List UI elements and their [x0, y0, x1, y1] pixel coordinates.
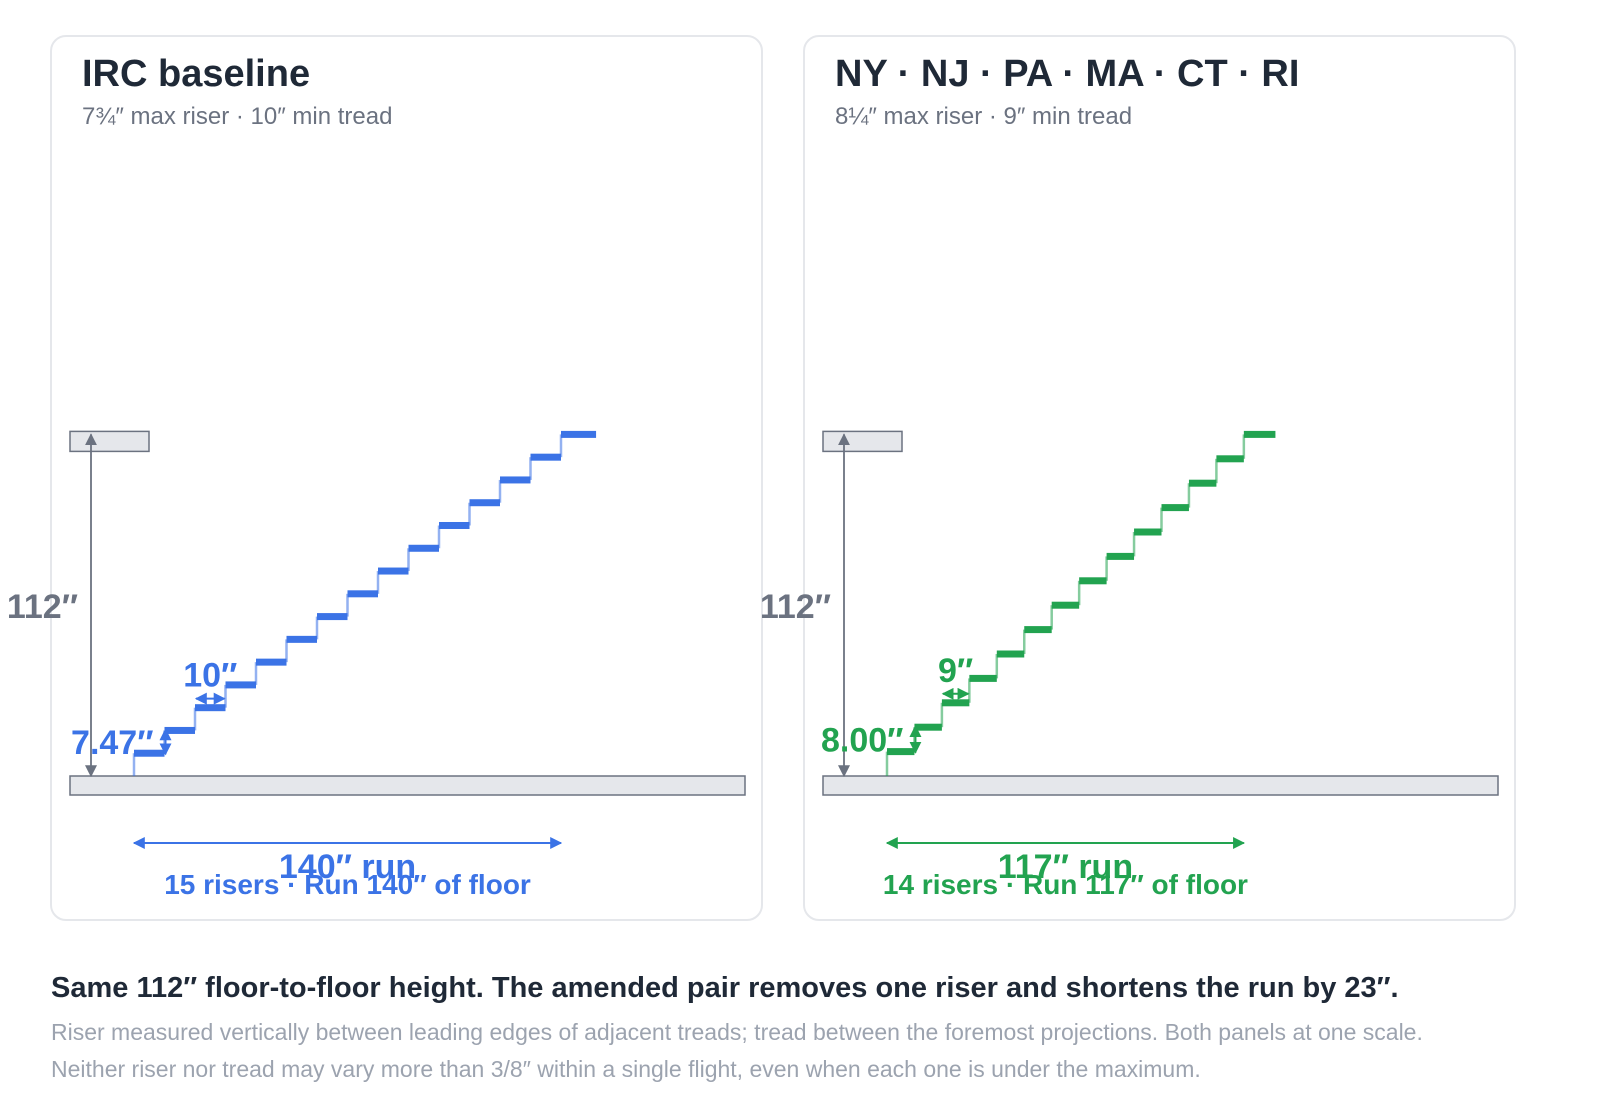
floor-slab: [69, 775, 746, 796]
tread: [1216, 455, 1244, 463]
panel-title: NY · NJ · PA · MA · CT · RI: [835, 53, 1300, 95]
tread: [1106, 552, 1135, 560]
tread: [317, 613, 348, 621]
tread: [561, 430, 597, 438]
tread: [996, 650, 1025, 658]
tread: [914, 723, 942, 731]
note-measurement: Riser measured vertically between leadin…: [51, 1019, 1423, 1045]
tread: [1188, 479, 1217, 487]
tread-label: 9″: [938, 652, 973, 690]
tread-label: 10″: [183, 657, 237, 695]
note-variation: Neither riser nor tread may vary more th…: [51, 1056, 1201, 1082]
tread: [256, 658, 287, 666]
panel-title: IRC baseline: [82, 53, 311, 95]
run-label: 117″ run: [998, 848, 1133, 886]
run-label: 140″ run: [279, 848, 416, 886]
tread: [195, 704, 226, 712]
tread: [347, 590, 378, 598]
stair-flight: [885, 430, 1276, 776]
tread: [378, 567, 409, 575]
stair-flight: [132, 430, 597, 776]
tread: [164, 726, 195, 734]
tread: [530, 453, 561, 461]
tread: [469, 499, 500, 507]
summary-label: 14 risers · Run 117″ of floor: [883, 869, 1248, 900]
tread: [439, 521, 470, 529]
summary-label: 15 risers · Run 140″ of floor: [164, 869, 531, 900]
tread: [408, 544, 439, 552]
tread: [225, 681, 256, 689]
tread: [500, 476, 531, 484]
tread: [1079, 577, 1107, 585]
tread: [1243, 430, 1276, 438]
panel-subtitle: 7¾″ max riser · 10″ min tread: [82, 103, 393, 130]
caption: Same 112″ floor-to-floor height. The ame…: [51, 972, 1399, 1004]
upper-floor-slab: [822, 430, 903, 453]
tread: [1161, 504, 1189, 512]
tread: [1051, 601, 1080, 609]
height-label: 112″: [7, 588, 78, 626]
tread: [1024, 626, 1052, 634]
upper-floor-slab: [69, 430, 150, 453]
riser-label: 8.00″: [821, 721, 903, 759]
riser-label: 7.47″: [71, 724, 153, 762]
floor-slab: [822, 775, 1499, 796]
tread: [1134, 528, 1162, 536]
tread: [134, 749, 165, 757]
tread: [887, 748, 915, 756]
panel-amended-states: NY · NJ · PA · MA · CT · RI 8¼″ max rise…: [803, 35, 1516, 921]
height-label: 112″: [760, 588, 831, 626]
panel-irc-baseline: IRC baseline 7¾″ max riser · 10″ min tre…: [50, 35, 763, 921]
tread: [286, 635, 317, 643]
tread: [969, 674, 997, 682]
panel-subtitle: 8¼″ max riser · 9″ min tread: [835, 103, 1133, 130]
tread: [941, 699, 970, 707]
